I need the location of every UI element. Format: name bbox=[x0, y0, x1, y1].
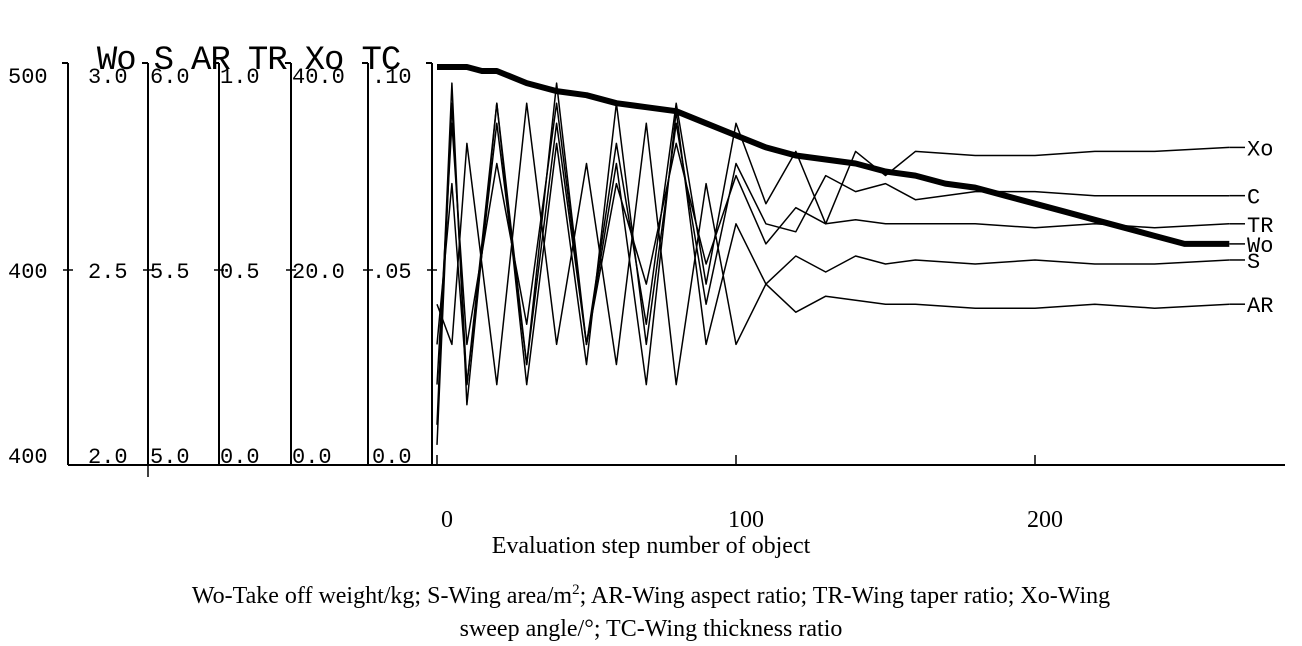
axis-top-label-tc: .10 bbox=[372, 65, 412, 90]
series-label-ar: AR bbox=[1247, 294, 1273, 319]
series-lines bbox=[436, 64, 1230, 445]
axis-mid-label-xo: 20.0 bbox=[292, 260, 345, 285]
axis-mid-label-tc: .05 bbox=[372, 260, 412, 285]
series-line-wo bbox=[437, 64, 1230, 247]
axis-bottom-label-ar: 5.0 bbox=[150, 445, 190, 470]
axis-header-labels: Wo S AR TR Xo TC bbox=[58, 4, 418, 80]
axis-mid-label-ar: 5.5 bbox=[150, 260, 190, 285]
series-label-c: C bbox=[1247, 186, 1260, 211]
series-label-tr: TR bbox=[1247, 214, 1273, 239]
header-label-xo: Xo bbox=[304, 42, 345, 80]
line-chart: 500 400 400 3.0 2.5 2.0 6.0 5.5 5.0 1.0 0.5 0.0 40.0… bbox=[8, 62, 1285, 530]
parallel-axes: 500 400 400 3.0 2.5 2.0 6.0 5.5 5.0 1.0 0.5 0.0 40.0… bbox=[8, 62, 437, 470]
axis-bottom-label-wo: 400 bbox=[8, 445, 48, 470]
header-label-wo: Wo bbox=[96, 42, 137, 80]
x-axis-title: Evaluation step number of object bbox=[491, 533, 811, 559]
axis-bottom-label-xo: 0.0 bbox=[292, 445, 332, 470]
axis-mid-label-tr: 0.5 bbox=[220, 260, 260, 285]
x-axis: 0 100 200 bbox=[68, 455, 1285, 530]
caption-part2: ; AR-Wing aspect ratio; TR-Wing taper ra… bbox=[579, 583, 1111, 609]
header-label-tr: TR bbox=[247, 42, 288, 80]
x-tick-label-200: 200 bbox=[1027, 507, 1063, 530]
axis-top-label-xo: 40.0 bbox=[292, 65, 345, 90]
axis-top-label-wo: 500 bbox=[8, 65, 48, 90]
x-tick-label-100: 100 bbox=[728, 507, 764, 530]
header-label-ar: AR bbox=[191, 42, 231, 80]
series-label-xo: Xo bbox=[1247, 137, 1273, 162]
x-tick-label-0: 0 bbox=[441, 507, 453, 530]
axis-top-label-s: 3.0 bbox=[88, 65, 128, 90]
axis-bottom-label-tr: 0.0 bbox=[220, 445, 260, 470]
series-label-wo: Wo bbox=[1247, 234, 1273, 259]
caption-part1: Wo-Take off weight/kg; S-Wing area/m bbox=[191, 583, 573, 609]
caption-sup: 2 bbox=[572, 582, 580, 598]
axis-top-label-tr: 1.0 bbox=[220, 65, 260, 90]
axis-bottom-label-tc: 0.0 bbox=[372, 445, 412, 470]
series-line-tr bbox=[436, 102, 1230, 385]
caption-line2: sweep angle/°; TC-Wing thickness ratio bbox=[459, 616, 843, 642]
axis-mid-label-s: 2.5 bbox=[88, 260, 128, 285]
axis-top-label-ar: 6.0 bbox=[150, 65, 190, 90]
series-label-s: S bbox=[1247, 250, 1260, 275]
axis-mid-label-wo: 400 bbox=[8, 260, 48, 285]
axis-bottom-label-s: 2.0 bbox=[88, 445, 128, 470]
series-line-s bbox=[436, 102, 1230, 386]
header-label-s: S bbox=[153, 42, 174, 80]
series-line-ar bbox=[436, 102, 1230, 386]
figure-caption: Wo-Take off weight/kg; S-Wing area/m2; A… bbox=[0, 574, 1302, 646]
